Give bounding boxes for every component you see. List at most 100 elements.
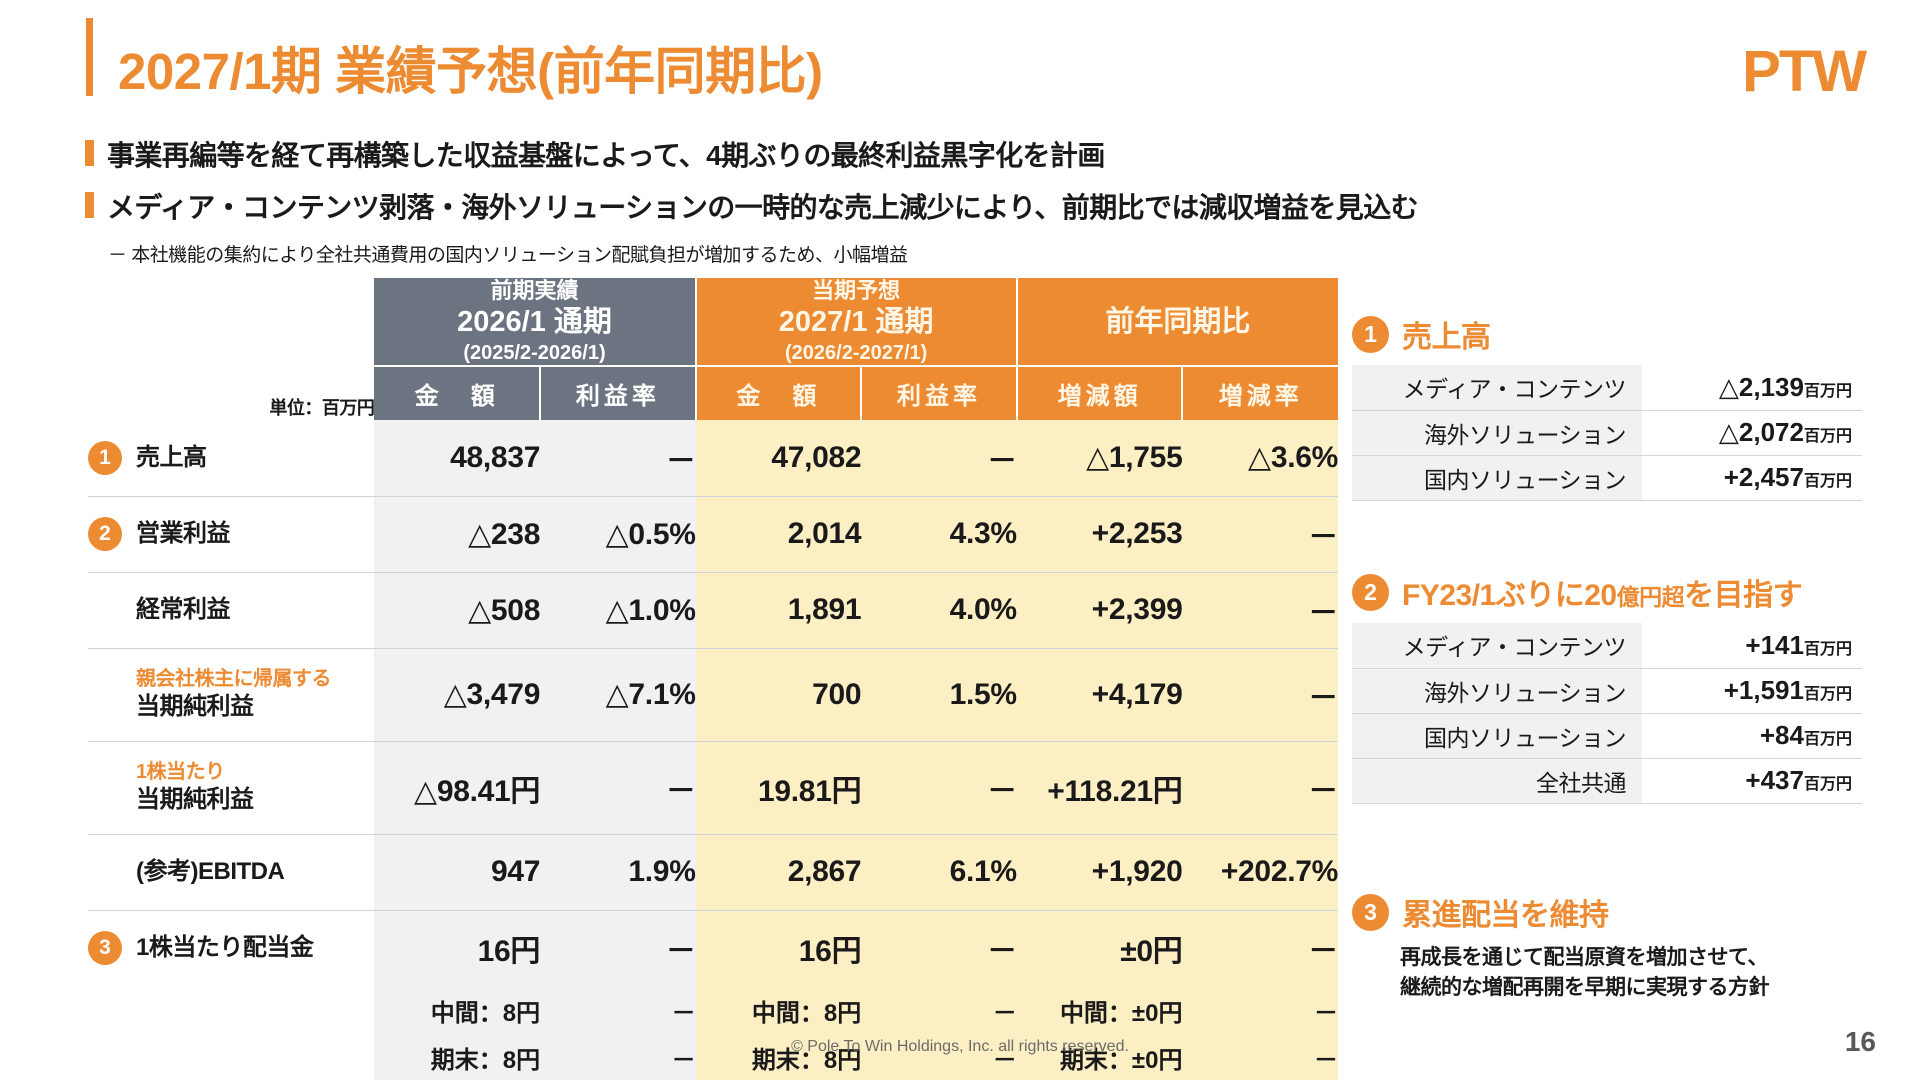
row-label-cell: 1 売上高: [88, 420, 375, 497]
row-label-main: 当期純利益: [136, 786, 254, 814]
side-panel-header: 3 累進配当を維持: [1352, 890, 1769, 934]
row-label: 営業利益: [136, 520, 231, 548]
group-header-cur-line1: 当期予想: [812, 278, 901, 303]
cell-cur-amount: 2,867: [695, 834, 862, 911]
panel-row-label: 国内ソリューション: [1352, 713, 1642, 759]
page-number: 16: [1844, 1026, 1876, 1057]
cell-prev-margin: －: [540, 741, 696, 835]
group-header-previous: 前期実績 2026/1 通期 (2025/2-2026/1): [374, 278, 697, 367]
group-header-cur-line2: 2027/1 通期: [778, 306, 934, 339]
panel-row-value: △2,139百万円: [1642, 365, 1862, 411]
row-label: 売上高: [136, 443, 207, 471]
row-label: 親会社株主に帰属する 当期純利益: [136, 667, 332, 722]
side-panel-revenue: 1 売上高 メディア・コンテンツ △2,139百万円 海外ソリューション △2,…: [1352, 312, 1862, 501]
cell-yoy-yearend-pct: －: [1182, 1034, 1338, 1080]
panel-row: 全社共通 +437百万円: [1352, 758, 1862, 804]
row-label: 1株当たり 当期純利益: [136, 760, 254, 815]
row-label-cell: 経常利益: [88, 572, 375, 649]
row-label-main: 当期純利益: [136, 693, 254, 721]
table-body: 1 売上高 48,837 － 47,082 － △1,755 △3.6% 2 営…: [88, 420, 1338, 1080]
row-label-cell: 2 営業利益: [88, 496, 375, 573]
cell-prev-yearend: 期末：8円: [374, 1034, 541, 1080]
cell-cur-margin: 6.1%: [861, 834, 1017, 911]
row-label-accent: 親会社株主に帰属する: [136, 668, 332, 691]
cell-prev-amount: 947: [374, 834, 540, 911]
cell-yoy-yearend: 期末：±0円: [1016, 1034, 1183, 1080]
panel-row-label: 海外ソリューション: [1352, 410, 1642, 456]
group-header-prev-line3: (2025/2-2026/1): [463, 342, 606, 365]
row-badge: 2: [88, 517, 122, 552]
cell-prev-margin: －: [540, 420, 696, 497]
bullet-item-1: 事業再編等を経て再構築した収益基盤によって、4期ぶりの最終利益黒字化を計画: [85, 134, 1105, 174]
panel-table: メディア・コンテンツ △2,139百万円 海外ソリューション △2,072百万円…: [1352, 365, 1862, 501]
cell-prev-amount: 16円: [374, 910, 540, 987]
cell-yoy-rate: －: [1182, 496, 1338, 573]
table-row: 3 1株当たり配当金 16円 － 16円 － ±0円 －: [88, 910, 1338, 987]
row-label: 経常利益: [136, 596, 231, 624]
cell-prev-interim-pct: －: [540, 986, 696, 1035]
group-header-prev-line2: 2026/1 通期: [457, 306, 612, 339]
row-badge: 1: [88, 440, 122, 475]
cell-cur-margin: －: [861, 910, 1017, 987]
cell-cur-interim-pct: －: [861, 986, 1017, 1035]
panel-note-line2: 継続的な増配再開を早期に実現する方針: [1400, 975, 1770, 999]
panel-value-number: +2,457: [1723, 462, 1804, 492]
panel-value-number: △2,139: [1718, 371, 1804, 402]
subheader-cur-margin: 利益率: [861, 365, 1018, 421]
panel-title-small: 億円超: [1616, 584, 1685, 610]
cell-prev-amount: 48,837: [374, 420, 540, 497]
panel-row-value: +437百万円: [1642, 758, 1862, 804]
group-header-cur-line3: (2026/2-2027/1): [785, 342, 928, 365]
cell-yoy-interim-pct: －: [1182, 986, 1338, 1035]
panel-row-value: +141百万円: [1642, 623, 1862, 669]
cell-yoy-change: +118.21円: [1016, 741, 1183, 835]
group-header-prev-line1: 前期実績: [490, 278, 579, 303]
row-label-cell: 親会社株主に帰属する 当期純利益: [88, 648, 375, 742]
subheader-prev-margin: 利益率: [540, 365, 697, 421]
cell-yoy-interim: 中間：±0円: [1016, 986, 1183, 1035]
cell-yoy-change: +1,920: [1016, 834, 1183, 911]
table-row: (参考)EBITDA 947 1.9% 2,867 6.1% +1,920 +2…: [88, 834, 1338, 911]
row-badge: [88, 593, 122, 627]
group-header-yoy: 前年同期比: [1016, 278, 1338, 367]
cell-yoy-change: +2,253: [1016, 496, 1183, 573]
bullet-item-2: メディア・コンテンツ剥落・海外ソリューションの一時的な売上減少により、前期比では…: [85, 186, 1419, 226]
bullet-text-2: メディア・コンテンツ剥落・海外ソリューションの一時的な売上減少により、前期比では…: [107, 192, 1419, 223]
row-label-cell: 3 1株当たり配当金: [88, 910, 374, 986]
cell-prev-amount: △238: [374, 496, 540, 573]
panel-value-unit: 百万円: [1803, 731, 1852, 748]
panel-row-label: 全社共通: [1352, 758, 1642, 804]
panel-value-unit: 百万円: [1803, 776, 1852, 793]
page-title: 2027/1期 業績予想(前年同期比): [118, 43, 823, 100]
cell-yoy-change: +2,399: [1016, 572, 1183, 649]
bullet-marker-icon: [85, 140, 94, 166]
cell-cur-amount: 700: [695, 648, 862, 742]
panel-row: 国内ソリューション +2,457百万円: [1352, 455, 1862, 501]
cell-cur-margin: 4.0%: [861, 572, 1017, 649]
cell-prev-margin: －: [540, 910, 696, 987]
table-sub-header-row: 金 額 利益率 金 額 利益率 増減額 増減率: [88, 365, 1338, 421]
cell-cur-amount: 16円: [695, 910, 862, 987]
cell-cur-margin: 4.3%: [861, 496, 1017, 573]
panel-row-label: メディア・コンテンツ: [1352, 365, 1642, 411]
cell-prev-amount: △3,479: [374, 648, 540, 742]
row-badge: 3: [88, 931, 122, 966]
row-label: 1株当たり配当金: [136, 934, 314, 962]
panel-row-value: +1,591百万円: [1642, 668, 1862, 714]
row-label-cell: [88, 986, 374, 1034]
cell-cur-amount: 2,014: [695, 496, 862, 573]
subheader-cur-amount: 金 額: [695, 365, 863, 421]
cell-prev-margin: △0.5%: [540, 496, 696, 573]
table-row: 親会社株主に帰属する 当期純利益 △3,479 △7.1% 700 1.5% +…: [88, 648, 1338, 742]
cell-prev-amount: △98.41円: [374, 741, 540, 835]
group-header-yoy-line2: 前年同期比: [1105, 305, 1251, 338]
panel-value-number: +141: [1745, 629, 1804, 660]
panel-value-unit: 百万円: [1803, 473, 1852, 490]
panel-badge: 3: [1352, 893, 1389, 931]
table-row-sub: 中間：8円 － 中間：8円 － 中間：±0円 －: [88, 986, 1338, 1035]
panel-title-pre: FY23/1ぶりに20: [1402, 579, 1617, 612]
cell-yoy-rate: －: [1182, 572, 1338, 649]
cell-yoy-rate: －: [1182, 741, 1338, 835]
subheader-yoy-rate: 増減率: [1182, 365, 1338, 421]
